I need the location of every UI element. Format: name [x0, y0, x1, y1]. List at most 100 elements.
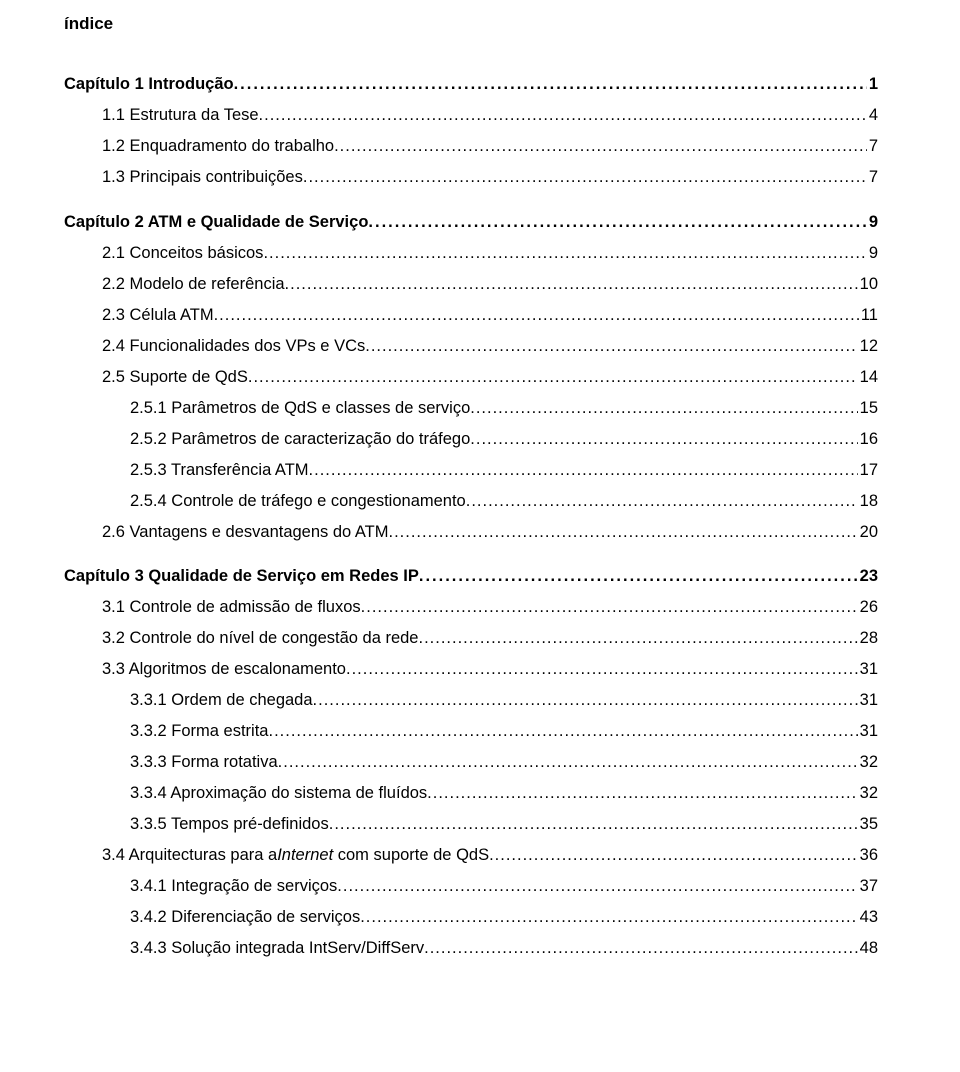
toc-label: 3.3.4 Aproximação do sistema de fluídos — [130, 785, 427, 802]
toc-entry: 3.4 Arquitecturas para aInternet com sup… — [64, 847, 878, 864]
toc-page-number: 14 — [858, 369, 878, 386]
toc-page-number: 31 — [858, 692, 878, 709]
toc-leader-dots: ........................................… — [419, 568, 858, 585]
toc-page-number: 16 — [858, 431, 878, 448]
toc-page-number: 4 — [867, 107, 878, 124]
toc-entry: 3.4.1 Integração de serviços............… — [64, 878, 878, 895]
toc-entry: 1.2 Enquadramento do trabalho...........… — [64, 138, 878, 155]
toc-entry: 2.5.1 Parâmetros de QdS e classes de ser… — [64, 400, 878, 417]
toc-page-number: 12 — [858, 338, 878, 355]
toc-label: 2.2 Modelo de referência — [102, 276, 285, 293]
toc-label: Capítulo 3 Qualidade de Serviço em Redes… — [64, 568, 419, 585]
toc-label: 3.4.1 Integração de serviços — [130, 878, 337, 895]
toc-page-number: 7 — [867, 169, 878, 186]
toc-label: 3.3 Algoritmos de escalonamento — [102, 661, 346, 678]
toc-entry: 2.1 Conceitos básicos...................… — [64, 245, 878, 262]
toc-leader-dots: ........................................… — [365, 338, 857, 355]
page-title: índice — [64, 14, 878, 34]
toc-page-number: 9 — [867, 214, 878, 231]
toc-leader-dots: ........................................… — [329, 816, 858, 833]
toc-leader-dots: ........................................… — [389, 524, 858, 541]
toc-label: 1.3 Principais contribuições — [102, 169, 303, 186]
toc-page-number: 20 — [858, 524, 878, 541]
toc-entry: 1.3 Principais contribuições............… — [64, 169, 878, 186]
toc-entry: 2.4 Funcionalidades dos VPs e VCs.......… — [64, 338, 878, 355]
toc-page-number: 15 — [858, 400, 878, 417]
toc-entry: 2.5.2 Parâmetros de caracterização do tr… — [64, 431, 878, 448]
toc-leader-dots: ........................................… — [470, 400, 857, 417]
toc-page-number: 35 — [858, 816, 878, 833]
toc-page-number: 48 — [858, 940, 878, 957]
toc-label: 2.5.4 Controle de tráfego e congestionam… — [130, 493, 466, 510]
toc-chapter: Capítulo 1 Introdução...................… — [64, 76, 878, 93]
toc-page-number: 36 — [858, 847, 878, 864]
toc-label: 3.4 Arquitecturas para aInternet com sup… — [102, 847, 489, 864]
toc-leader-dots: ........................................… — [248, 369, 858, 386]
toc-leader-dots: ........................................… — [424, 940, 858, 957]
toc-label: 1.2 Enquadramento do trabalho — [102, 138, 334, 155]
toc-page-number: 37 — [858, 878, 878, 895]
toc-label: 2.5 Suporte de QdS — [102, 369, 248, 386]
toc-entry: 3.3 Algoritmos de escalonamento.........… — [64, 661, 878, 678]
toc-label: 3.3.5 Tempos pré-definidos — [130, 816, 329, 833]
toc-leader-dots: ........................................… — [285, 276, 858, 293]
toc-label-part: 3.4 Arquitecturas para a — [102, 846, 277, 864]
toc-page-number: 11 — [859, 307, 878, 324]
toc-leader-dots: ........................................… — [418, 630, 857, 647]
toc-entry: 3.3.3 Forma rotativa....................… — [64, 754, 878, 771]
toc-page-number: 10 — [858, 276, 878, 293]
toc-leader-dots: ........................................… — [334, 138, 867, 155]
toc-entry: 3.3.1 Ordem de chegada..................… — [64, 692, 878, 709]
toc-label: 3.4.2 Diferenciação de serviços — [130, 909, 360, 926]
toc-leader-dots: ........................................… — [337, 878, 857, 895]
toc-leader-dots: ........................................… — [234, 76, 867, 93]
toc-entry: 3.4.3 Solução integrada IntServ/DiffServ… — [64, 940, 878, 957]
toc-leader-dots: ........................................… — [427, 785, 857, 802]
toc-page-number: 1 — [867, 76, 878, 93]
toc-page-number: 9 — [867, 245, 878, 262]
toc-leader-dots: ........................................… — [361, 599, 858, 616]
toc-label: 3.1 Controle de admissão de fluxos — [102, 599, 361, 616]
toc-label: 3.4.3 Solução integrada IntServ/DiffServ — [130, 940, 424, 957]
toc-entry: 3.4.2 Diferenciação de serviços.........… — [64, 909, 878, 926]
toc-page-number: 28 — [858, 630, 878, 647]
toc-page-number: 31 — [858, 661, 878, 678]
toc-entry: 2.5.3 Transferência ATM.................… — [64, 462, 878, 479]
toc-label: 2.6 Vantagens e desvantagens do ATM — [102, 524, 389, 541]
toc-leader-dots: ........................................… — [368, 214, 866, 231]
toc-page-number: 7 — [867, 138, 878, 155]
toc-entry: 3.3.2 Forma estrita.....................… — [64, 723, 878, 740]
toc-entry: 3.3.4 Aproximação do sistema de fluídos.… — [64, 785, 878, 802]
toc-entry: 2.5.4 Controle de tráfego e congestionam… — [64, 493, 878, 510]
toc-entry: 1.1 Estrutura da Tese...................… — [64, 107, 878, 124]
toc-leader-dots: ........................................… — [489, 847, 858, 864]
toc-label: 3.3.2 Forma estrita — [130, 723, 268, 740]
toc-entry: 2.2 Modelo de referência................… — [64, 276, 878, 293]
toc-leader-dots: ........................................… — [263, 245, 866, 262]
toc-leader-dots: ........................................… — [466, 493, 858, 510]
toc-entry: 2.5 Suporte de QdS......................… — [64, 369, 878, 386]
toc-label-italic: Internet — [277, 846, 333, 864]
toc-label: Capítulo 2 ATM e Qualidade de Serviço — [64, 214, 368, 231]
toc-label: 2.5.1 Parâmetros de QdS e classes de ser… — [130, 400, 470, 417]
toc-block: Capítulo 3 Qualidade de Serviço em Redes… — [64, 568, 878, 957]
toc-leader-dots: ........................................… — [313, 692, 858, 709]
toc-chapter: Capítulo 3 Qualidade de Serviço em Redes… — [64, 568, 878, 585]
toc-page-number: 32 — [858, 754, 878, 771]
toc-leader-dots: ........................................… — [309, 462, 858, 479]
toc-label: 1.1 Estrutura da Tese — [102, 107, 259, 124]
toc-page-number: 43 — [858, 909, 878, 926]
toc-page-number: 18 — [858, 493, 878, 510]
toc-label: 2.5.3 Transferência ATM — [130, 462, 309, 479]
toc-page-number: 17 — [858, 462, 878, 479]
toc-label: 2.5.2 Parâmetros de caracterização do tr… — [130, 431, 470, 448]
toc-page-number: 31 — [858, 723, 878, 740]
toc-page-number: 32 — [858, 785, 878, 802]
toc-leader-dots: ........................................… — [303, 169, 867, 186]
toc-block: Capítulo 1 Introdução...................… — [64, 76, 878, 186]
toc-label: 2.4 Funcionalidades dos VPs e VCs — [102, 338, 365, 355]
toc-label-part: com suporte de QdS — [333, 846, 489, 864]
toc-entry: 2.3 Célula ATM..........................… — [64, 307, 878, 324]
toc-label: 2.1 Conceitos básicos — [102, 245, 263, 262]
toc-leader-dots: ........................................… — [268, 723, 857, 740]
